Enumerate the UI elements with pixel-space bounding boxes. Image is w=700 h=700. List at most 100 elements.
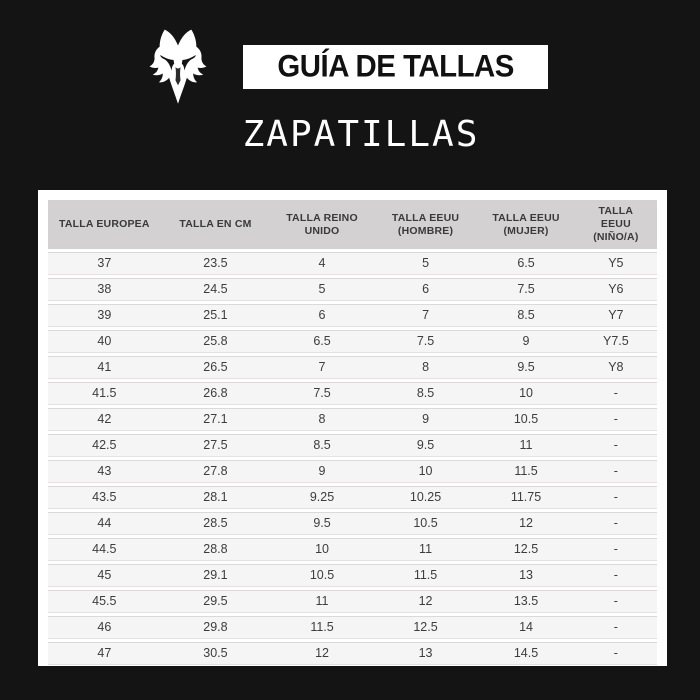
table-cell: 47 — [48, 642, 161, 665]
table-cell: 43 — [48, 460, 161, 483]
table-cell: 9.5 — [270, 512, 374, 535]
table-cell: 9.25 — [270, 486, 374, 509]
table-row: 45 29.1 10.5 11.5 13- — [48, 564, 657, 587]
table-cell: 9.5 — [477, 356, 575, 379]
guide-title-banner: GUÍA DE TALLAS — [243, 45, 548, 89]
table-cell: 23.5 — [160, 252, 271, 275]
table-cell: Y8 — [574, 356, 657, 379]
table-row: 44 28.5 9.5 10.5 12- — [48, 512, 657, 535]
table-cell: - — [574, 408, 657, 431]
table-cell: - — [574, 642, 657, 665]
table-row: 39 25.1 6 7 8.5 Y7 — [48, 304, 657, 327]
table-cell: 8.5 — [270, 434, 374, 457]
table-cell: 9 — [373, 408, 478, 431]
table-cell: 10 — [477, 382, 575, 405]
table-cell: 24.5 — [160, 278, 271, 301]
table-row: 43 27.8 9 10 11.5- — [48, 460, 657, 483]
table-cell: 12 — [477, 512, 575, 535]
table-cell: 42.5 — [48, 434, 161, 457]
table-cell: 12.5 — [477, 538, 575, 561]
table-row: 42.5 27.5 8.5 9.5 11- — [48, 434, 657, 457]
table-cell: Y6 — [574, 278, 657, 301]
table-row: 40 25.8 6.5 7.5 9 Y7.5 — [48, 330, 657, 353]
column-header: TALLA EEUU (NIÑO/A) — [574, 200, 657, 249]
table-cell: 30.5 — [160, 642, 271, 665]
table-cell: 11.5 — [477, 460, 575, 483]
column-header: TALLA EN CM — [160, 200, 271, 249]
table-cell: 29.8 — [160, 616, 271, 639]
table-cell: 13 — [373, 642, 478, 665]
table-cell: 25.1 — [160, 304, 271, 327]
table-cell: - — [574, 460, 657, 483]
table-cell: 40 — [48, 330, 161, 353]
table-cell: - — [574, 616, 657, 639]
table-cell: 6 — [373, 278, 478, 301]
table-cell: 11 — [270, 590, 374, 613]
size-conversion-table: TALLA EUROPEA TALLA EN CM TALLA REINO UNID… — [48, 197, 657, 668]
table-row: 41.5 26.8 7.5 8.5 10- — [48, 382, 657, 405]
table-cell: 6.5 — [477, 252, 575, 275]
table-cell: 41 — [48, 356, 161, 379]
table-cell: - — [574, 564, 657, 587]
table-cell: 46 — [48, 616, 161, 639]
table-cell: 7 — [373, 304, 478, 327]
table-cell: 14 — [477, 616, 575, 639]
table-row: 45.5 29.5 11 12 13.5- — [48, 590, 657, 613]
size-table-head: TALLA EUROPEA TALLA EN CM TALLA REINO UNID… — [48, 200, 657, 249]
table-cell: 10.5 — [270, 564, 374, 587]
table-cell: 27.1 — [160, 408, 271, 431]
table-row: 47 30.5 12 13 14.5- — [48, 642, 657, 665]
table-row: 38 24.5 5 6 7.5 Y6 — [48, 278, 657, 301]
guide-title: GUÍA DE TALLAS — [277, 48, 514, 84]
table-row: 42 27.1 8 9 10.5- — [48, 408, 657, 431]
table-cell: 45.5 — [48, 590, 161, 613]
table-cell: 38 — [48, 278, 161, 301]
table-cell: 5 — [373, 252, 478, 275]
table-cell: 7.5 — [477, 278, 575, 301]
table-cell: 9 — [477, 330, 575, 353]
column-header: TALLA EUROPEA — [48, 200, 161, 249]
table-cell: 9 — [270, 460, 374, 483]
table-cell: 28.8 — [160, 538, 271, 561]
table-cell: 7.5 — [373, 330, 478, 353]
table-cell: 10 — [270, 538, 374, 561]
table-cell: 8.5 — [477, 304, 575, 327]
table-cell: 8 — [373, 356, 478, 379]
table-cell: 7 — [270, 356, 374, 379]
table-cell: 11 — [477, 434, 575, 457]
table-cell: 26.5 — [160, 356, 271, 379]
table-cell: Y5 — [574, 252, 657, 275]
table-cell: 14.5 — [477, 642, 575, 665]
table-row: 41 26.5 7 8 9.5 Y8 — [48, 356, 657, 379]
table-cell: 4 — [270, 252, 374, 275]
table-cell: 27.5 — [160, 434, 271, 457]
table-cell: 8.5 — [373, 382, 478, 405]
table-cell: 8 — [270, 408, 374, 431]
table-cell: 12.5 — [373, 616, 478, 639]
table-cell: - — [574, 434, 657, 457]
table-cell: 10.25 — [373, 486, 478, 509]
table-cell: 28.1 — [160, 486, 271, 509]
table-cell: - — [574, 538, 657, 561]
table-cell: 43.5 — [48, 486, 161, 509]
size-table-panel: TALLA EUROPEA TALLA EN CM TALLA REINO UNID… — [38, 190, 667, 666]
table-cell: Y7.5 — [574, 330, 657, 353]
table-cell: 28.5 — [160, 512, 271, 535]
table-cell: 39 — [48, 304, 161, 327]
table-cell: 25.8 — [160, 330, 271, 353]
table-row: 37 23.5 4 5 6.5 Y5 — [48, 252, 657, 275]
table-cell: - — [574, 486, 657, 509]
table-cell: 44.5 — [48, 538, 161, 561]
table-cell: 29.1 — [160, 564, 271, 587]
table-cell: Y7 — [574, 304, 657, 327]
table-cell: - — [574, 512, 657, 535]
table-cell: 11.5 — [270, 616, 374, 639]
category-subtitle: ZAPATILLAS — [242, 114, 480, 155]
column-header: TALLA EEUU (HOMBRE) — [373, 200, 478, 249]
table-cell: 6.5 — [270, 330, 374, 353]
table-cell: 10.5 — [477, 408, 575, 431]
table-cell: 12 — [270, 642, 374, 665]
table-cell: 11.75 — [477, 486, 575, 509]
table-cell: 12 — [373, 590, 478, 613]
